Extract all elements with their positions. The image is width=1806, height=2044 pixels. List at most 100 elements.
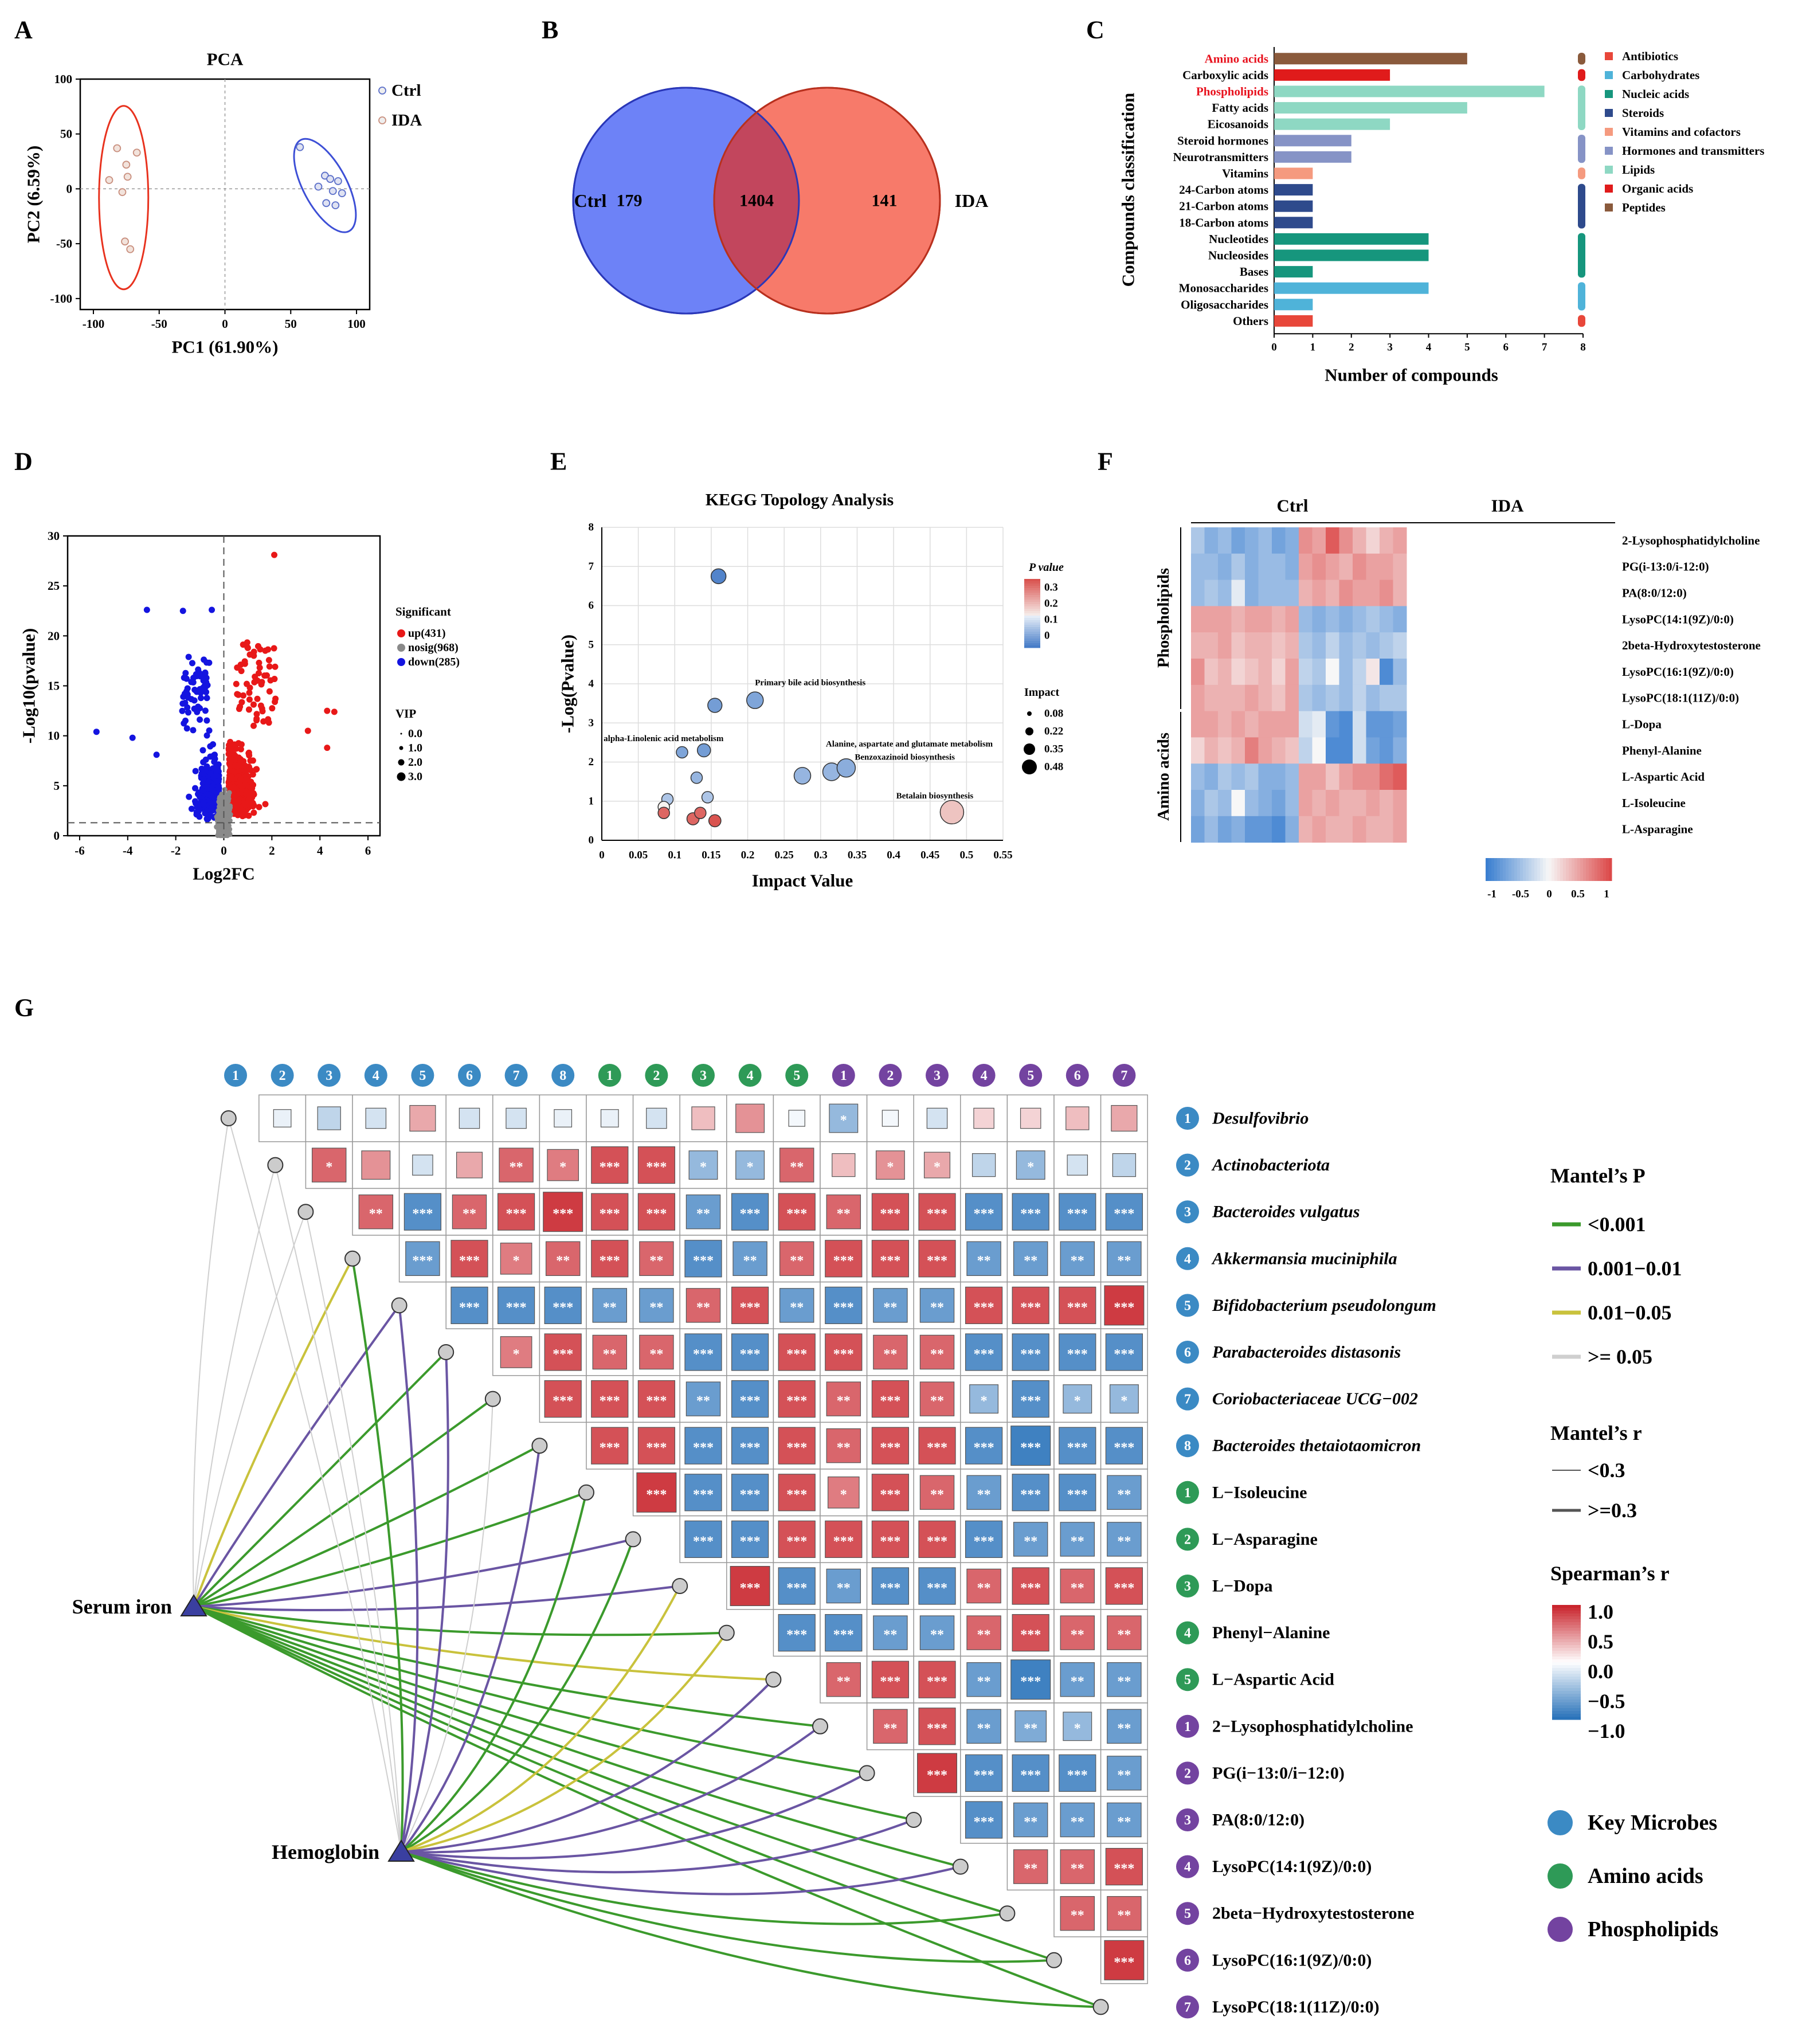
spearman-gradient (1552, 1705, 1581, 1709)
corr-square (311, 1148, 347, 1182)
y-tick-label: 3 (589, 717, 594, 729)
bar (1274, 118, 1390, 130)
node-dot (718, 1624, 735, 1641)
heatmap-cell (1191, 763, 1205, 790)
x-tick-label: -50 (151, 317, 167, 331)
vip-label: 1.0 (408, 742, 422, 754)
legend-title: Significant (395, 605, 451, 618)
sig-stars: ** (1071, 1674, 1084, 1689)
row-label: Bacteroides vulgatus (1212, 1203, 1360, 1221)
nosig-point (226, 790, 232, 796)
sig-stars: * (747, 1160, 754, 1175)
mantel-link (401, 1399, 493, 1853)
corr-square (873, 1288, 908, 1323)
heatmap-cell (1312, 816, 1326, 843)
down-point (190, 679, 197, 686)
corr-square (1060, 1522, 1095, 1557)
spearman-tick: −1.0 (1588, 1720, 1625, 1743)
spearman-gradient (1552, 1654, 1581, 1657)
corr-square (919, 1381, 955, 1416)
sig-stars: *** (740, 1487, 761, 1502)
sig-stars: ** (1024, 1534, 1037, 1549)
pvalue-gradient (1024, 627, 1040, 630)
spearman-gradient (1552, 1605, 1581, 1608)
heatmap-cell (1218, 684, 1232, 712)
sig-stars: *** (646, 1394, 667, 1409)
heatmap-cell (1245, 553, 1259, 581)
heatmap-cell (1258, 553, 1272, 581)
heatmap-cell (1326, 816, 1339, 843)
corr-square (1063, 1384, 1092, 1414)
node-dot (999, 1905, 1016, 1922)
corr-square (731, 1333, 769, 1371)
sig-stars: ** (1071, 1628, 1084, 1643)
mantel-link (192, 1118, 229, 1607)
pathway-point (694, 806, 707, 819)
sig-stars: *** (459, 1300, 480, 1315)
corr-square (317, 1106, 341, 1130)
corr-square (966, 1241, 1001, 1276)
heatmap-cell (1312, 632, 1326, 659)
up-point (234, 691, 241, 698)
spearman-gradient (1552, 1711, 1581, 1714)
heatmap-cell (1393, 790, 1407, 817)
up-point (256, 659, 263, 666)
sig-stars: *** (1020, 1207, 1041, 1221)
impact-title: Impact (1024, 686, 1059, 699)
corr-square (1059, 1193, 1096, 1231)
pvalue-gradient (1024, 636, 1040, 639)
heatmap-cell (1245, 659, 1259, 686)
heatmap-cell (1299, 816, 1313, 843)
node-dot (391, 1297, 408, 1314)
scale-gradient (1609, 858, 1612, 881)
corr-square (871, 1567, 910, 1605)
down-point (185, 709, 191, 716)
legend-label: Peptides (1622, 201, 1666, 214)
corr-square (919, 1288, 955, 1323)
heatmap-cell (1380, 553, 1393, 581)
heatmap-cell (1312, 527, 1326, 554)
down-point (198, 770, 205, 777)
pathway-point (676, 746, 688, 759)
corr-square (871, 1380, 910, 1418)
header-number: 3 (934, 1068, 941, 1083)
pvalue-gradient (1024, 593, 1040, 596)
panel-label-f: F (1098, 448, 1113, 476)
header-circle (318, 1064, 341, 1087)
up-point (234, 762, 241, 769)
down-point (203, 732, 210, 739)
scale-gradient (1600, 858, 1604, 881)
y-tick-label: 8 (589, 522, 594, 534)
heatmap-cell (1312, 553, 1326, 581)
up-point (254, 643, 261, 649)
scale-gradient (1566, 858, 1569, 881)
pathway-point (707, 698, 723, 713)
heatmap-cell (1380, 579, 1393, 606)
scale-tick: 0 (1546, 888, 1552, 900)
sig-stars: *** (880, 1394, 900, 1409)
corr-square (926, 1107, 948, 1129)
pvalue-title: P value (1028, 561, 1064, 574)
corr-square (1060, 1896, 1095, 1931)
down-point (213, 763, 220, 770)
spearman-gradient (1552, 1662, 1581, 1666)
spearman-gradient (1552, 1659, 1581, 1663)
row-circle (1176, 1668, 1199, 1691)
mantel-link (400, 1445, 541, 1853)
scale-gradient (1560, 858, 1564, 881)
sig-stars: ** (977, 1628, 991, 1643)
scale-gradient (1554, 858, 1558, 881)
heatmap-cell (1218, 711, 1232, 738)
up-point (251, 679, 258, 686)
corr-square (637, 1193, 676, 1231)
heatmap-cell (1326, 711, 1339, 738)
heatmap-cell (1258, 816, 1272, 843)
corr-square (1109, 1384, 1139, 1414)
spearman-gradient (1552, 1665, 1581, 1669)
panel-d-volcano: -6 -4 -2 0 2 4 6 0 5 10 15 20 25 30 Log2FC -Log10(pvalu… (19, 529, 460, 884)
scale-gradient (1511, 858, 1515, 881)
heatmap-cell (1393, 763, 1407, 790)
legend-swatch (1605, 147, 1613, 155)
scale-gradient (1523, 858, 1526, 881)
row-circle (1176, 1995, 1199, 2019)
